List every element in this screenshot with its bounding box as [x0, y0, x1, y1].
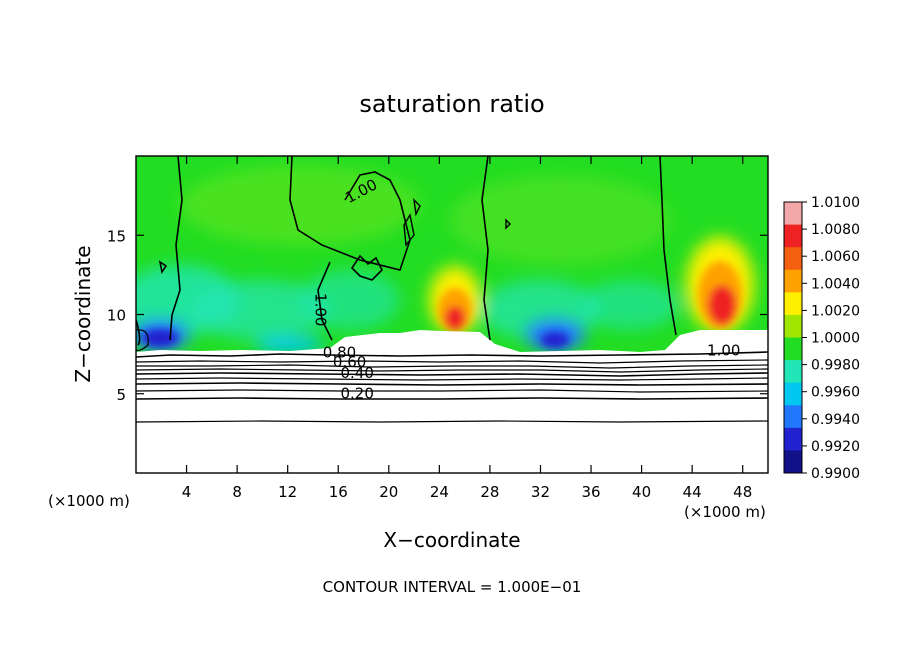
x-axis-unit-right: (×1000 m) — [684, 503, 766, 521]
colorbar-label: 0.9900 — [811, 466, 860, 482]
colorbar-swatch — [784, 292, 802, 316]
colorbar-label: 1.0000 — [811, 331, 860, 347]
contour-label: 1.00 — [311, 293, 329, 326]
x-tick-label: 16 — [329, 483, 348, 501]
colorbar-swatch — [784, 224, 802, 248]
contour-labels: 1.001.001.000.800.600.400.20 — [311, 175, 740, 402]
colorbar: 1.0100 1.0080 1.0060 1.0040 1.0020 1.0000 0.99… — [783, 195, 860, 482]
contour-label: 1.00 — [707, 342, 740, 360]
colorbar-swatch — [784, 382, 802, 406]
contour-label: 0.60 — [333, 353, 366, 371]
colorbar-swatch — [784, 202, 802, 226]
x-tick-label: 44 — [683, 483, 702, 501]
colorbar-swatch — [784, 427, 802, 451]
x-tick-label: 20 — [379, 483, 398, 501]
colorbar-swatch — [784, 360, 802, 384]
colorbar-label: 0.9980 — [811, 358, 860, 374]
colorbar-swatch — [784, 314, 802, 338]
x-axis-unit-left: (×1000 m) — [48, 492, 130, 510]
contour-label: 0.40 — [340, 364, 373, 382]
colorbar-swatch — [784, 269, 802, 293]
chart-title: saturation ratio — [359, 90, 544, 118]
colorbar-swatch — [784, 247, 802, 271]
contour-label: 0.20 — [340, 385, 373, 403]
y-tick-label: 5 — [116, 386, 126, 404]
x-tick-label: 8 — [232, 483, 242, 501]
y-axis: 5 10 15 — [107, 227, 768, 404]
x-tick-label: 48 — [733, 483, 752, 501]
colorbar-swatch — [784, 405, 802, 429]
colorbar-label: 1.0060 — [811, 249, 860, 265]
colorbar-label: 0.9940 — [811, 412, 860, 428]
contour-label: 0.80 — [323, 343, 356, 361]
x-tick-label: 32 — [531, 483, 550, 501]
colorbar-label: 1.0100 — [811, 195, 860, 211]
saturation-contours — [136, 156, 768, 423]
x-tick-label: 24 — [430, 483, 449, 501]
colorbar-swatch — [784, 337, 802, 361]
x-axis: 4 8 12 16 20 24 28 32 36 40 44 48 — [182, 156, 752, 501]
x-tick-label: 4 — [182, 483, 192, 501]
colorbar-label: 1.0020 — [811, 303, 860, 319]
colorbar-label: 0.9920 — [811, 439, 860, 455]
color-field-core — [142, 261, 742, 348]
x-tick-label: 28 — [480, 483, 499, 501]
colorbar-label: 1.0080 — [811, 222, 860, 238]
y-tick-label: 15 — [107, 227, 126, 245]
x-axis-label: X−coordinate — [383, 528, 520, 552]
contour-interval-note: CONTOUR INTERVAL = 1.000E−01 — [323, 578, 582, 596]
below-saturation-region — [136, 330, 768, 473]
y-tick-label: 10 — [107, 307, 126, 325]
colorbar-swatch — [784, 450, 802, 474]
x-tick-label: 12 — [278, 483, 297, 501]
x-tick-label: 36 — [581, 483, 600, 501]
colorbar-label: 0.9960 — [811, 385, 860, 401]
colorbar-label: 1.0040 — [811, 276, 860, 292]
x-tick-label: 40 — [632, 483, 651, 501]
plot-area — [136, 156, 768, 473]
y-axis-label: Z−coordinate — [71, 245, 95, 382]
